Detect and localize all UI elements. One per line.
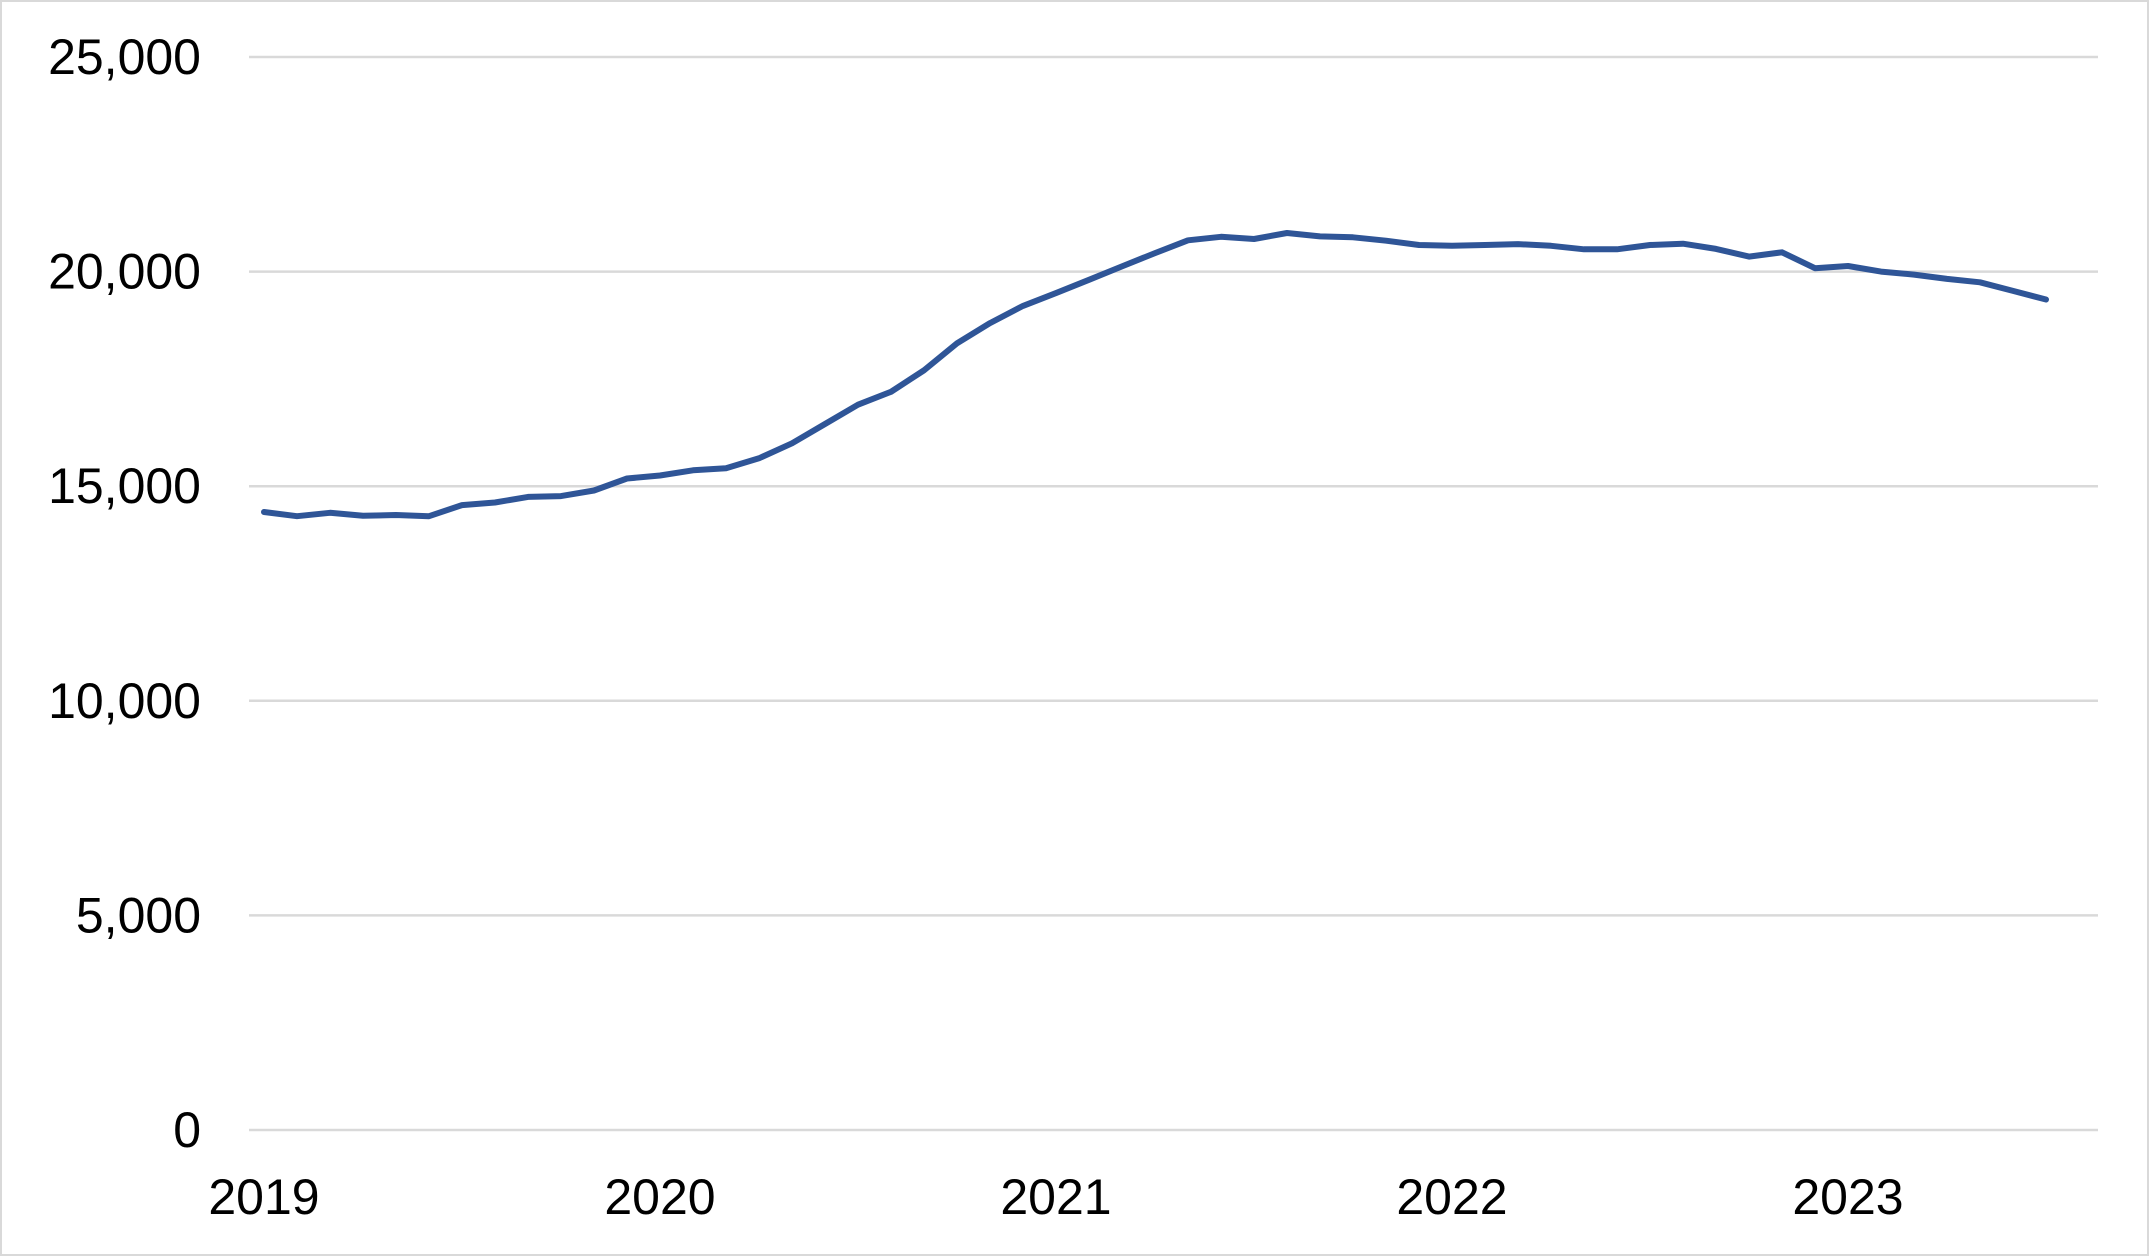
- series-line: [261, 230, 2049, 520]
- series-layer: [261, 230, 2049, 520]
- y-tick-label: 20,000: [48, 244, 201, 300]
- x-tick-label: 2023: [1792, 1169, 1903, 1225]
- x-axis-tick-labels: 2019 2020 2021 2022 2023: [208, 1169, 1903, 1225]
- y-tick-label: 0: [173, 1102, 201, 1158]
- y-tick-label: 5,000: [76, 887, 201, 943]
- y-tick-label: 10,000: [48, 673, 201, 729]
- x-tick-label: 2019: [208, 1169, 319, 1225]
- x-tick-label: 2021: [1000, 1169, 1111, 1225]
- gridlines: [249, 55, 2098, 1132]
- x-tick-label: 2022: [1396, 1169, 1507, 1225]
- y-tick-label: 25,000: [48, 29, 201, 85]
- y-tick-label: 15,000: [48, 458, 201, 514]
- y-axis-tick-labels: 0 5,000 10,000 15,000 20,000 25,000: [48, 29, 201, 1158]
- x-tick-label: 2020: [604, 1169, 715, 1225]
